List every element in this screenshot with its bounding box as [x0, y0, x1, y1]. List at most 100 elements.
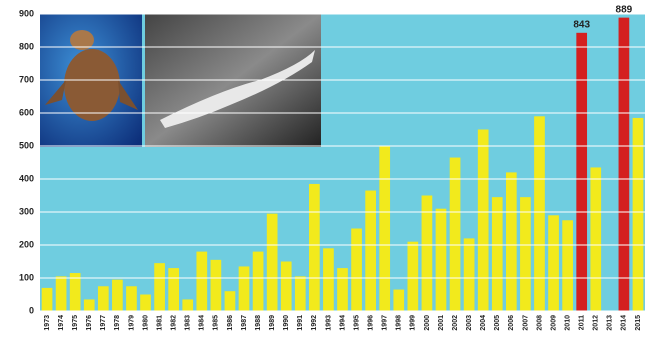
x-tick-label: 2012	[593, 315, 600, 331]
bar	[210, 259, 222, 311]
bar	[534, 116, 545, 311]
bar	[632, 117, 644, 311]
bar	[196, 251, 208, 311]
bar	[435, 208, 447, 311]
x-tick-label: 2001	[438, 315, 445, 331]
bar	[337, 268, 348, 311]
x-tick-label: 1993	[325, 315, 332, 331]
bar	[520, 197, 531, 311]
bar	[83, 299, 95, 311]
bar	[449, 157, 461, 311]
x-tick-label: 1988	[255, 315, 262, 331]
bar	[309, 183, 320, 311]
bar	[351, 228, 362, 311]
y-tick-label: 600	[19, 107, 34, 117]
x-tick-label: 1974	[58, 315, 65, 331]
bar	[477, 129, 489, 311]
y-tick-label: 500	[19, 140, 34, 150]
bar	[323, 248, 334, 311]
y-tick-label: 300	[19, 206, 34, 216]
bar	[252, 251, 264, 311]
value-label: 889	[616, 4, 633, 15]
bar	[294, 276, 306, 311]
x-tick-label: 2005	[494, 315, 501, 331]
bar	[140, 294, 151, 311]
bar	[266, 213, 278, 311]
x-tick-label: 1995	[353, 315, 360, 331]
x-tick-label: 2007	[522, 315, 529, 331]
x-tick-label: 2011	[579, 315, 586, 330]
bar	[421, 195, 433, 311]
bar	[112, 279, 123, 311]
x-tick-label: 2014	[621, 315, 628, 331]
x-tick-label: 1997	[382, 315, 389, 331]
y-tick-label: 900	[19, 8, 34, 18]
bar	[393, 289, 405, 311]
x-tick-label: 1978	[114, 315, 121, 331]
x-tick-label: 1987	[241, 315, 248, 331]
y-tick-label: 400	[19, 173, 34, 183]
island-shape	[160, 50, 315, 128]
value-label: 843	[573, 19, 590, 30]
bar	[379, 146, 391, 311]
bar	[182, 299, 194, 311]
bar	[365, 190, 376, 311]
x-tick-label: 1990	[283, 315, 290, 331]
x-tick-label: 1985	[213, 315, 220, 331]
x-tick-label: 1996	[367, 315, 374, 331]
x-tick-label: 1983	[185, 315, 192, 331]
x-tick-label: 1991	[297, 315, 304, 331]
x-tick-label: 1999	[410, 315, 417, 331]
bar	[505, 172, 517, 311]
bar	[69, 273, 81, 311]
y-tick-label: 800	[19, 41, 34, 51]
turtle-head	[70, 30, 94, 50]
bar	[126, 286, 137, 311]
x-tick-label: 2010	[564, 315, 571, 331]
x-tick-label: 1986	[227, 315, 234, 331]
bar	[97, 286, 109, 311]
bar	[238, 266, 250, 311]
turtle-flippers	[45, 80, 138, 110]
y-tick-label: 0	[29, 305, 34, 315]
x-tick-label: 1981	[156, 315, 163, 331]
bar	[55, 276, 67, 311]
x-tick-label: 2013	[607, 315, 614, 331]
y-tick-label: 200	[19, 239, 34, 249]
x-tick-label: 2015	[635, 315, 642, 331]
x-tick-label: 1998	[396, 315, 403, 331]
y-tick-label: 100	[19, 272, 34, 282]
y-tick-label: 700	[19, 74, 34, 84]
x-tick-label: 1977	[100, 315, 107, 331]
x-tick-label: 2008	[536, 315, 543, 331]
x-tick-label: 1994	[339, 315, 346, 331]
bar	[224, 291, 236, 311]
x-tick-label: 1982	[171, 315, 178, 331]
x-tick-label: 1975	[72, 315, 79, 331]
x-tick-label: 2000	[424, 315, 431, 331]
bar	[562, 220, 573, 311]
x-tick-label: 2002	[452, 315, 459, 331]
bar	[576, 32, 588, 312]
x-tick-label: 2006	[508, 315, 515, 331]
x-tick-label: 2009	[550, 315, 557, 331]
x-tick-label: 1992	[311, 315, 318, 331]
bar	[548, 215, 559, 311]
bar	[491, 197, 503, 311]
bar	[590, 167, 602, 311]
x-tick-label: 1980	[142, 315, 149, 331]
turtle-shell	[64, 49, 120, 121]
bar	[407, 241, 419, 311]
x-tick-label: 1979	[128, 315, 135, 331]
x-tick-label: 1976	[86, 315, 93, 331]
bar	[41, 287, 53, 311]
bar	[618, 17, 630, 311]
x-tick-label: 1984	[199, 315, 206, 331]
x-tick-label: 2004	[480, 315, 487, 331]
bar	[280, 261, 292, 311]
bar	[168, 268, 180, 311]
bar	[154, 263, 165, 311]
x-tick-label: 1973	[44, 315, 51, 331]
x-tick-label: 1989	[269, 315, 276, 331]
